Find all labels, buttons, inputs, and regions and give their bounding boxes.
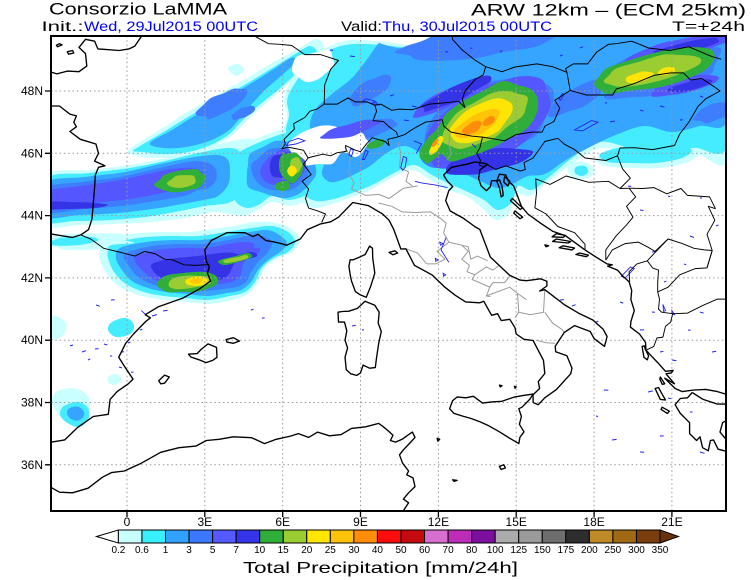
svg-text:6E: 6E — [275, 515, 290, 529]
svg-text:Consorzio LaMMA: Consorzio LaMMA — [49, 0, 228, 19]
svg-text:0.2: 0.2 — [111, 545, 125, 556]
svg-text:Thu, 30Jul2015 00UTC: Thu, 30Jul2015 00UTC — [382, 19, 552, 34]
svg-text:T=+24h: T=+24h — [672, 19, 745, 34]
svg-text:46N: 46N — [21, 146, 43, 160]
svg-text:38N: 38N — [21, 396, 43, 410]
svg-text:40: 40 — [372, 545, 384, 556]
svg-text:15: 15 — [278, 545, 290, 556]
svg-text:Valid:: Valid: — [341, 19, 382, 34]
svg-text:42N: 42N — [21, 271, 43, 285]
svg-text:15E: 15E — [506, 515, 527, 529]
svg-text:175: 175 — [557, 545, 574, 556]
svg-text:3: 3 — [186, 545, 192, 556]
svg-text:0: 0 — [124, 515, 131, 529]
svg-text:30: 30 — [348, 545, 360, 556]
svg-text:3E: 3E — [197, 515, 212, 529]
svg-text:300: 300 — [628, 545, 645, 556]
svg-text:350: 350 — [652, 545, 669, 556]
svg-text:25: 25 — [325, 545, 337, 556]
svg-text:10: 10 — [254, 545, 266, 556]
svg-text:80: 80 — [466, 545, 478, 556]
svg-text:40N: 40N — [21, 333, 43, 347]
svg-text:7: 7 — [233, 545, 239, 556]
svg-text:Init.:: Init.: — [42, 19, 84, 34]
svg-text:70: 70 — [443, 545, 455, 556]
svg-text:60: 60 — [419, 545, 431, 556]
svg-text:200: 200 — [581, 545, 598, 556]
svg-text:50: 50 — [395, 545, 407, 556]
svg-text:12E: 12E — [428, 515, 449, 529]
svg-text:Total Precipitation [mm/24h]: Total Precipitation [mm/24h] — [243, 560, 518, 577]
svg-text:150: 150 — [534, 545, 551, 556]
svg-text:125: 125 — [510, 545, 527, 556]
svg-text:0.6: 0.6 — [135, 545, 149, 556]
svg-text:ARW 12km – (ECM 25km): ARW 12km – (ECM 25km) — [471, 1, 746, 20]
svg-text:250: 250 — [605, 545, 622, 556]
svg-text:Wed, 29Jul2015 00UTC: Wed, 29Jul2015 00UTC — [84, 19, 258, 34]
svg-text:20: 20 — [301, 545, 313, 556]
svg-text:5: 5 — [210, 545, 216, 556]
svg-text:48N: 48N — [21, 84, 43, 98]
svg-text:100: 100 — [487, 545, 504, 556]
svg-text:9E: 9E — [353, 515, 368, 529]
svg-text:44N: 44N — [21, 209, 43, 223]
svg-text:18E: 18E — [583, 515, 604, 529]
svg-text:1: 1 — [163, 545, 169, 556]
svg-text:21E: 21E — [661, 515, 682, 529]
svg-text:36N: 36N — [21, 458, 43, 472]
